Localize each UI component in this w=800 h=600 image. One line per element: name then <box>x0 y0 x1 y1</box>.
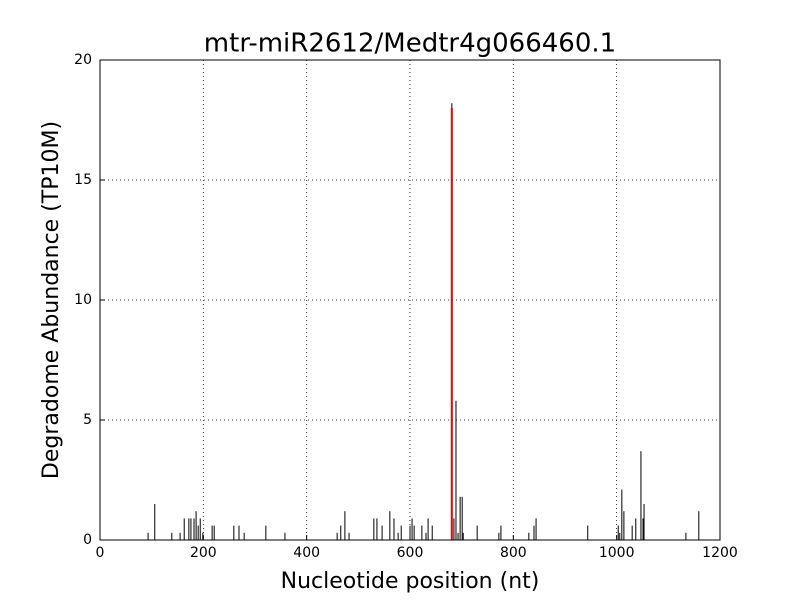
y-tick-label: 15 <box>74 172 92 188</box>
x-tick-label: 200 <box>190 545 217 561</box>
chart-title: mtr-miR2612/Medtr4g066460.1 <box>204 29 616 59</box>
plot-frame <box>99 59 721 541</box>
y-axis-label: Degradome Abundance (TP10M) <box>39 121 64 479</box>
x-tick-label: 600 <box>397 545 424 561</box>
y-tick-label: 5 <box>83 412 92 428</box>
x-tick-label: 0 <box>96 545 105 561</box>
y-tick-label: 0 <box>83 532 92 548</box>
x-tick-label: 1000 <box>599 545 635 561</box>
y-tick-label: 10 <box>74 292 92 308</box>
y-tick-label: 20 <box>74 52 92 68</box>
x-tick-label: 400 <box>293 545 320 561</box>
x-axis-label: Nucleotide position (nt) <box>281 569 540 594</box>
x-tick-label: 800 <box>500 545 527 561</box>
x-tick-label: 1200 <box>702 545 738 561</box>
